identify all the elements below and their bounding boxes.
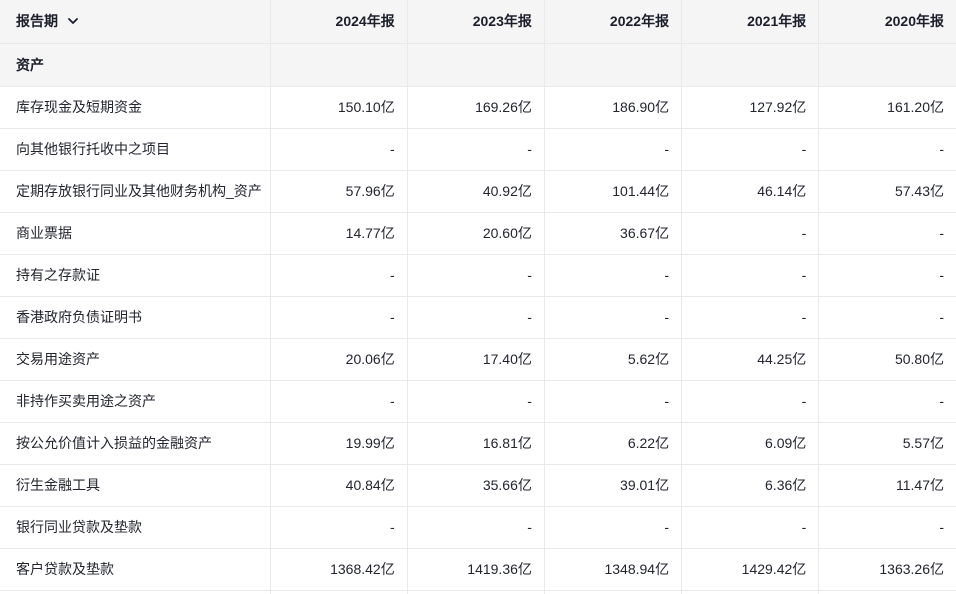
report-period-dropdown[interactable]: 报告期: [0, 0, 271, 44]
cell-value: -: [818, 296, 956, 339]
cell-value: -: [406, 506, 545, 549]
cell-value: 169.26亿: [406, 86, 545, 129]
cell-value: -: [269, 506, 408, 549]
table-row: 定期存放银行同业及其他财务机构_资产 57.96亿 40.92亿 101.44亿 46.…: [0, 170, 956, 213]
table-row: 非持作买卖用途之资产 - - - - -: [0, 380, 956, 423]
row-label: 按公允价值计入损益的金融资产: [0, 422, 271, 465]
cell-value: 6.09亿: [681, 422, 820, 465]
row-label: 非持作买卖用途之资产: [0, 380, 271, 423]
cell-value: 20.60亿: [406, 212, 545, 255]
table-header-row: 报告期 2024年报 2023年报 2022年报 2021年报 2020年报: [0, 0, 956, 44]
row-label: 客户贷款及垫款: [0, 548, 271, 591]
cell-value: 46.14亿: [681, 170, 820, 213]
table-row: 银行同业贷款及垫款 - - - - -: [0, 506, 956, 549]
cell-value: -: [269, 296, 408, 339]
column-header-2023年报: 2023年报: [406, 0, 545, 44]
report-period-label: 报告期: [16, 13, 58, 30]
row-label: 衍生金融工具: [0, 464, 271, 507]
cell-value: 127.92亿: [681, 86, 820, 129]
cell-value: 57.96亿: [269, 170, 408, 213]
cell-value: -: [543, 380, 683, 423]
cell-value: 35.66亿: [406, 464, 545, 507]
cell-value: -: [818, 254, 956, 297]
partial-row: [0, 590, 956, 594]
table-row: 向其他银行托收中之项目 - - - - -: [0, 128, 956, 171]
cell-value: -: [269, 254, 408, 297]
row-label: 向其他银行托收中之项目: [0, 128, 271, 171]
table-row: 商业票据 14.77亿 20.60亿 36.67亿 - -: [0, 212, 956, 255]
cell-value: -: [406, 128, 545, 171]
cell-value: 11.47亿: [818, 464, 956, 507]
cell-value: -: [818, 380, 956, 423]
row-label: 商业票据: [0, 212, 271, 255]
cell-value: -: [818, 212, 956, 255]
cell-value: -: [269, 128, 408, 171]
cell-value: -: [406, 296, 545, 339]
cell-value: -: [543, 128, 683, 171]
cell-value: -: [681, 128, 820, 171]
table-row: 库存现金及短期资金 150.10亿 169.26亿 186.90亿 127.92亿 161…: [0, 86, 956, 129]
cell-value: -: [543, 506, 683, 549]
cell-value: 186.90亿: [543, 86, 683, 129]
row-label: 银行同业贷款及垫款: [0, 506, 271, 549]
cell-value: -: [818, 128, 956, 171]
cell-value: -: [543, 296, 683, 339]
cell-value: 161.20亿: [818, 86, 956, 129]
row-label: 持有之存款证: [0, 254, 271, 297]
cell-value: -: [406, 380, 545, 423]
cell-value: 44.25亿: [681, 338, 820, 381]
table-row: 持有之存款证 - - - - -: [0, 254, 956, 297]
cell-value: 39.01亿: [543, 464, 683, 507]
table-row: 衍生金融工具 40.84亿 35.66亿 39.01亿 6.36亿 11.47亿: [0, 464, 956, 507]
cell-value: -: [681, 296, 820, 339]
cell-value: 17.40亿: [406, 338, 545, 381]
cell-value: 5.57亿: [818, 422, 956, 465]
row-label: 定期存放银行同业及其他财务机构_资产: [0, 170, 271, 213]
cell-value: 1363.26亿: [818, 548, 956, 591]
cell-value: 20.06亿: [269, 338, 408, 381]
cell-value: 14.77亿: [269, 212, 408, 255]
section-row-assets: 资产: [0, 43, 956, 87]
column-header-2024年报: 2024年报: [269, 0, 408, 44]
cell-value: 6.22亿: [543, 422, 683, 465]
cell-value: -: [269, 380, 408, 423]
table-row: 客户贷款及垫款 1368.42亿 1419.36亿 1348.94亿 1429.42亿 1…: [0, 548, 956, 591]
cell-value: -: [818, 506, 956, 549]
cell-value: 36.67亿: [543, 212, 683, 255]
cell-value: 50.80亿: [818, 338, 956, 381]
cell-value: 150.10亿: [269, 86, 408, 129]
cell-value: 16.81亿: [406, 422, 545, 465]
cell-value: -: [406, 254, 545, 297]
table-row: 按公允价值计入损益的金融资产 19.99亿 16.81亿 6.22亿 6.09亿 5.57…: [0, 422, 956, 465]
cell-value: 1368.42亿: [269, 548, 408, 591]
cell-value: 6.36亿: [681, 464, 820, 507]
table-row: 交易用途资产 20.06亿 17.40亿 5.62亿 44.25亿 50.80亿: [0, 338, 956, 381]
cell-value: -: [681, 380, 820, 423]
cell-value: 19.99亿: [269, 422, 408, 465]
column-header-2021年报: 2021年报: [681, 0, 820, 44]
row-label: 香港政府负债证明书: [0, 296, 271, 339]
column-header-2020年报: 2020年报: [818, 0, 956, 44]
cell-value: 40.84亿: [269, 464, 408, 507]
cell-value: 1348.94亿: [543, 548, 683, 591]
table-row: 香港政府负债证明书 - - - - -: [0, 296, 956, 339]
cell-value: 5.62亿: [543, 338, 683, 381]
cell-value: -: [543, 254, 683, 297]
cell-value: -: [681, 506, 820, 549]
cell-value: 40.92亿: [406, 170, 545, 213]
row-label: 库存现金及短期资金: [0, 86, 271, 129]
cell-value: -: [681, 212, 820, 255]
section-label: 资产: [0, 43, 271, 87]
column-header-2022年报: 2022年报: [543, 0, 683, 44]
cell-value: -: [681, 254, 820, 297]
chevron-down-icon: [67, 12, 78, 28]
cell-value: 1419.36亿: [406, 548, 545, 591]
cell-value: 101.44亿: [543, 170, 683, 213]
cell-value: 57.43亿: [818, 170, 956, 213]
row-label: 交易用途资产: [0, 338, 271, 381]
cell-value: 1429.42亿: [681, 548, 820, 591]
